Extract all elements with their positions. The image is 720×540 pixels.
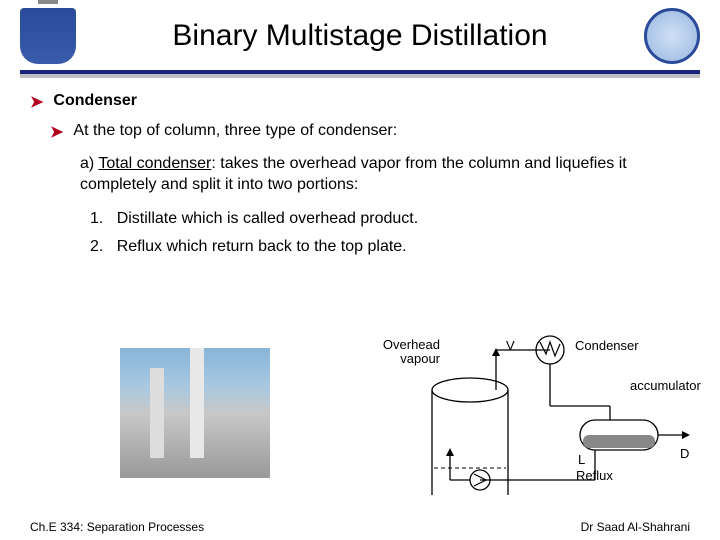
numbered-list: 1. Distillate which is called overhead p… bbox=[90, 210, 690, 256]
logo-left bbox=[20, 8, 76, 64]
chevron-icon: ➤ bbox=[30, 92, 43, 112]
label-condenser: Condenser bbox=[575, 338, 639, 353]
slide-title: Binary Multistage Distillation bbox=[172, 19, 547, 53]
label-reflux: Reflux bbox=[576, 468, 613, 483]
content-area: ➤ Condenser ➤ At the top of column, thre… bbox=[0, 78, 720, 256]
item-a-term: Total condenser bbox=[98, 155, 211, 172]
item-a: a) Total condenser: takes the overhead v… bbox=[80, 154, 690, 196]
label-V: V bbox=[506, 338, 515, 353]
label-accumulator: accumulator bbox=[630, 378, 701, 393]
label-overhead-vapour: Overhead vapour bbox=[380, 338, 440, 367]
num1-label: 1. bbox=[90, 210, 103, 227]
num2-label: 2. bbox=[90, 238, 103, 255]
label-L: L bbox=[578, 452, 585, 467]
slide-header: Binary Multistage Distillation bbox=[0, 0, 720, 64]
logo-right bbox=[644, 8, 700, 64]
num2-text: Reflux which return back to the top plat… bbox=[117, 238, 407, 255]
label-D: D bbox=[680, 446, 689, 461]
hr-wrap bbox=[0, 64, 720, 78]
num-item-1: 1. Distillate which is called overhead p… bbox=[90, 210, 690, 228]
bullet-level2: ➤ At the top of column, three type of co… bbox=[50, 122, 690, 142]
footer-right: Dr Saad Al-Shahrani bbox=[581, 520, 690, 534]
bullet2-text: At the top of column, three type of cond… bbox=[73, 122, 397, 140]
column-photo bbox=[120, 348, 270, 478]
bullet1-text: Condenser bbox=[53, 92, 137, 110]
footer-left: Ch.E 334: Separation Processes bbox=[30, 520, 204, 534]
footer: Ch.E 334: Separation Processes Dr Saad A… bbox=[0, 520, 720, 534]
num1-text: Distillate which is called overhead prod… bbox=[117, 210, 418, 227]
title-wrap: Binary Multistage Distillation bbox=[76, 19, 644, 53]
diagram-area: Overhead vapour V Condenser accumulator … bbox=[0, 320, 720, 510]
bullet-level1: ➤ Condenser bbox=[30, 92, 690, 112]
condenser-diagram: Overhead vapour V Condenser accumulator … bbox=[380, 320, 700, 500]
item-a-label: a) bbox=[80, 155, 94, 172]
num-item-2: 2. Reflux which return back to the top p… bbox=[90, 238, 690, 256]
chevron-icon: ➤ bbox=[50, 122, 63, 142]
